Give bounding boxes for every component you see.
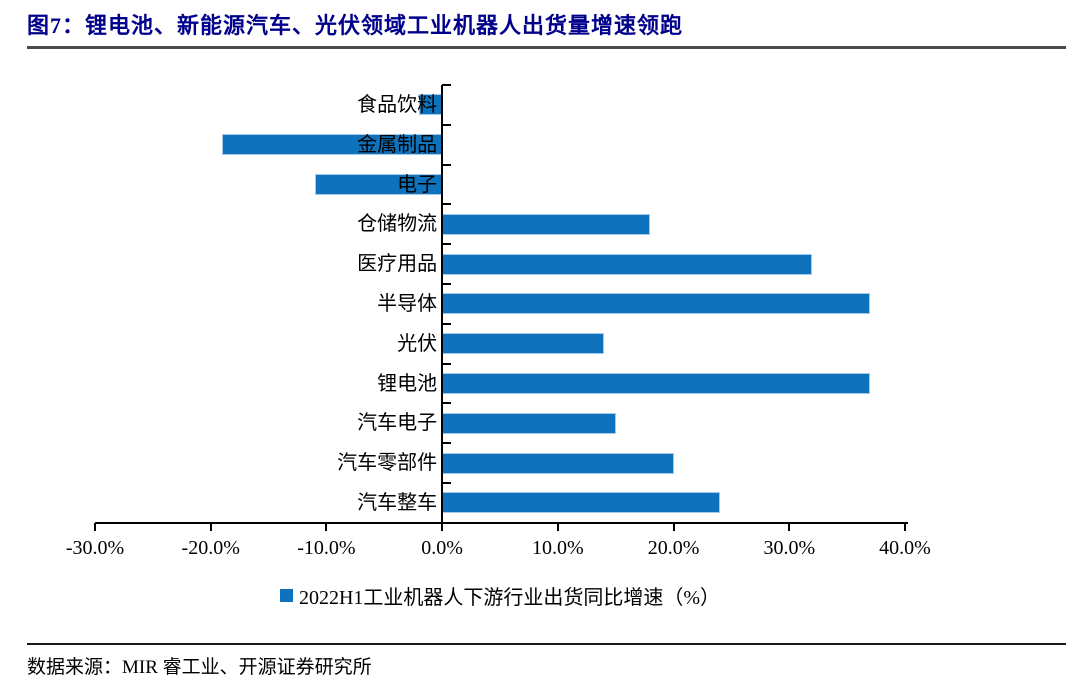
x-tick-label: 10.0% [532, 537, 584, 559]
category-axis-tick [442, 442, 452, 445]
title-divider [27, 46, 1066, 49]
bar [442, 333, 605, 355]
x-tick-label: -20.0% [181, 537, 240, 559]
bar [442, 293, 871, 315]
category-label: 锂电池 [377, 372, 438, 395]
value-axis-tick [904, 523, 906, 531]
bar [442, 253, 813, 275]
category-axis-tick [442, 203, 452, 206]
legend-label: 2022H1工业机器人下游行业出货同比增速（%） [298, 587, 721, 609]
source-divider [27, 643, 1066, 645]
category-axis-tick [442, 123, 452, 126]
value-axis-tick [672, 523, 675, 531]
category-label: 食品饮料 [357, 93, 438, 116]
category-label: 医疗用品 [357, 253, 438, 276]
bar [442, 412, 616, 434]
category-axis-tick [442, 283, 452, 285]
category-axis-tick [442, 402, 452, 405]
category-axis-tick [442, 84, 452, 86]
category-label: 汽车电子 [357, 412, 438, 435]
value-axis-tick [556, 523, 559, 531]
data-source: 数据来源：MIR 睿工业、开源证券研究所 [27, 657, 372, 678]
category-axis-tick [442, 322, 452, 325]
category-axis-line [441, 85, 444, 527]
category-label: 仓储物流 [357, 213, 438, 236]
value-axis-tick [788, 523, 791, 531]
x-tick-label: -10.0% [297, 537, 356, 559]
category-axis-tick [442, 243, 452, 246]
category-label: 光伏 [397, 332, 438, 355]
bar [442, 492, 720, 514]
x-tick-label: 30.0% [763, 537, 816, 559]
bar [442, 213, 651, 235]
value-axis-tick [325, 523, 328, 531]
category-axis-tick [442, 362, 452, 365]
category-axis-tick [442, 163, 452, 166]
category-label: 汽车整车 [357, 491, 438, 514]
x-tick-label: 20.0% [647, 537, 700, 559]
category-axis-tick [442, 482, 452, 484]
x-tick-label: 0.0% [421, 537, 463, 559]
figure-title: 图7：锂电池、新能源汽车、光伏领域工业机器人出货量增速领跑 [27, 13, 684, 38]
legend: 2022H1工业机器人下游行业出货同比增速（%） [95, 581, 905, 610]
x-tick-label: 40.0% [879, 537, 931, 559]
category-label: 半导体 [377, 292, 438, 315]
category-label: 汽车零部件 [337, 452, 438, 475]
x-tick-label: -30.0% [65, 537, 125, 559]
bar [442, 452, 674, 474]
value-axis-line [95, 522, 908, 524]
value-axis-tick [94, 523, 96, 531]
legend-swatch-icon [279, 589, 293, 602]
bar [442, 373, 871, 394]
value-axis-tick [441, 523, 444, 531]
category-label: 电子 [397, 173, 438, 196]
category-label: 金属制品 [357, 133, 438, 156]
value-axis-tick [209, 523, 212, 531]
